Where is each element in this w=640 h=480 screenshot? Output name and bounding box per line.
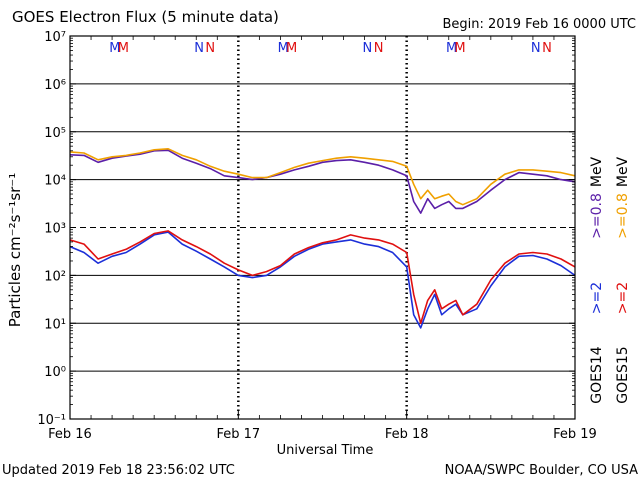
marker-n15: N [205, 41, 215, 56]
y-tick-label: 10² [44, 269, 66, 284]
y-tick-label: 10⁷ [44, 30, 66, 45]
y-axis-label: Particles cm⁻²s⁻¹sr⁻¹ [6, 173, 24, 327]
y-tick-label: 10⁰ [44, 365, 66, 380]
y-tick-label: 10³ [44, 222, 66, 237]
series-line-goes14_ge08 [69, 149, 576, 214]
y-tick-label: 10¹ [44, 317, 66, 332]
y-tick-label: 10⁻¹ [37, 413, 66, 428]
x-axis-label: Universal Time [277, 443, 374, 458]
legend-mev-1: MeV [589, 156, 605, 187]
x-tick-label: Feb 16 [48, 427, 92, 442]
marker-n15: N [374, 41, 384, 56]
legend-goes14: GOES14 [589, 346, 605, 404]
legend-goes14-ge2: >=2 [589, 282, 605, 314]
x-tick-label: Feb 18 [385, 427, 429, 442]
day-separators [237, 36, 408, 419]
begin-label: Begin: 2019 Feb 16 0000 UTC [442, 17, 636, 32]
marker-n14: N [194, 41, 204, 56]
marker-m14: M [446, 41, 457, 56]
marker-m14: M [109, 41, 120, 56]
x-tick-label: Feb 17 [216, 427, 260, 442]
y-axis-ticks: 10⁻¹ 10⁰ 10¹ 10² 10³ 10⁴ 10⁵ 10⁶ 10⁷ [37, 30, 575, 428]
x-axis-ticks: Feb 16 Feb 17 Feb 18 Feb 19 [48, 36, 597, 442]
marker-m14: M [278, 41, 289, 56]
legend-goes14-ge08: >=0.8 [589, 193, 605, 239]
right-legend: GOES14 GOES15 >=2 >=2 >=0.8 >=0.8 MeV Me… [589, 156, 631, 403]
series-line-goes15_ge08 [69, 148, 576, 206]
legend-goes15-ge08: >=0.8 [615, 193, 631, 239]
updated-label: Updated 2019 Feb 18 23:56:02 UTC [2, 463, 235, 478]
gridlines [70, 83, 575, 372]
marker-n14: N [531, 41, 541, 56]
y-tick-label: 10⁴ [44, 174, 66, 189]
legend-goes15: GOES15 [615, 346, 631, 403]
credit-label: NOAA/SWPC Boulder, CO USA [445, 463, 638, 478]
chart-title: GOES Electron Flux (5 minute data) [12, 8, 279, 26]
marker-m15: M [454, 41, 465, 56]
series-layer [69, 148, 576, 329]
y-tick-label: 10⁶ [44, 78, 66, 93]
legend-goes15-ge2: >=2 [615, 282, 631, 314]
series-line-goes14_ge2 [69, 231, 576, 329]
satellite-markers: MM N N MM N N MM N N [109, 41, 552, 56]
marker-m15: M [286, 41, 297, 56]
x-tick-label: Feb 19 [553, 427, 597, 442]
marker-n15: N [542, 41, 552, 56]
legend-mev-2: MeV [615, 156, 631, 187]
series-line-goes15_ge2 [69, 230, 576, 325]
marker-m15: M [118, 41, 129, 56]
y-tick-label: 10⁵ [44, 126, 66, 141]
marker-n14: N [363, 41, 373, 56]
